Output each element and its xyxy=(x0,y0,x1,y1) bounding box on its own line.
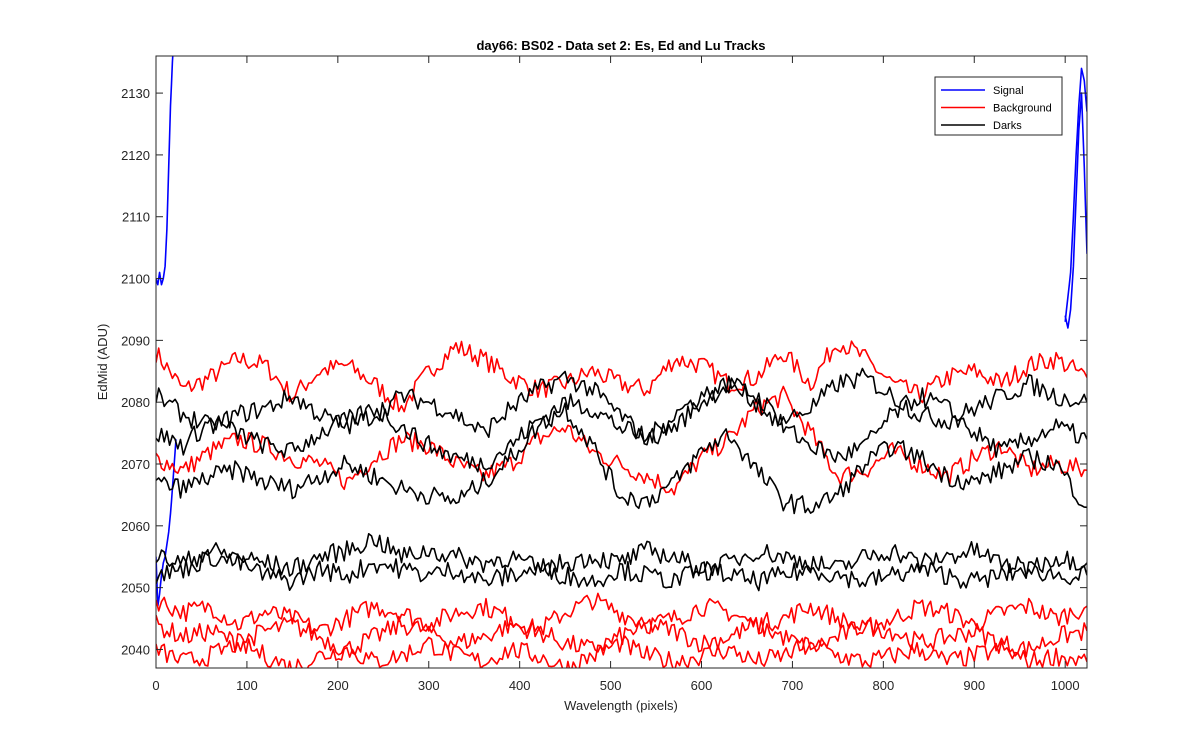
legend-label-darks: Darks xyxy=(993,120,1022,132)
series-line-background-4 xyxy=(156,340,1087,413)
x-tick-label: 100 xyxy=(236,678,258,693)
x-axis-label: Wavelength (pixels) xyxy=(564,698,678,713)
series-line-darks-10 xyxy=(156,377,1087,473)
x-tick-label: 800 xyxy=(872,678,894,693)
series-line-signal-1 xyxy=(156,439,177,608)
series-line-darks-12 xyxy=(156,532,1087,577)
series-line-signal-2 xyxy=(1064,67,1087,322)
series-line-background-6 xyxy=(156,592,1087,638)
y-tick-label: 2100 xyxy=(121,272,150,287)
x-tick-label: 600 xyxy=(691,678,713,693)
y-tick-label: 2040 xyxy=(121,642,150,657)
x-tick-label: 0 xyxy=(152,678,159,693)
x-tick-label: 500 xyxy=(600,678,622,693)
y-tick-label: 2050 xyxy=(121,581,150,596)
series-line-signal-3 xyxy=(1064,92,1087,329)
series-line-darks-13 xyxy=(156,548,1087,592)
legend: Signal Background Darks xyxy=(934,76,1063,136)
x-tick-label: 200 xyxy=(327,678,349,693)
y-tick-label: 2070 xyxy=(121,457,150,472)
y-tick-label: 2110 xyxy=(122,210,150,225)
y-tick-label: 2060 xyxy=(121,519,150,534)
chart-title: day66: BS02 - Data set 2: Es, Ed and Lu … xyxy=(476,38,765,53)
y-axis-label: EdMid (ADU) xyxy=(95,324,110,401)
series-layer xyxy=(156,56,1087,668)
x-tick-label: 700 xyxy=(782,678,804,693)
x-tick-label: 400 xyxy=(509,678,531,693)
y-tick-label: 2080 xyxy=(121,395,150,410)
plot-frame xyxy=(155,55,1088,669)
series-line-background-5 xyxy=(156,385,1087,496)
series-line-darks-9 xyxy=(156,367,1087,446)
legend-label-background: Background xyxy=(993,103,1052,115)
y-tick-label: 2120 xyxy=(121,148,150,163)
series-line-background-8 xyxy=(156,633,1087,668)
y-tick-label: 2130 xyxy=(121,86,150,101)
series-line-signal-0 xyxy=(156,56,174,286)
series-line-background-7 xyxy=(156,614,1087,658)
x-tick-label: 900 xyxy=(963,678,985,693)
y-tick-label: 2090 xyxy=(121,333,150,348)
x-tick-label: 1000 xyxy=(1051,678,1080,693)
x-tick-label: 300 xyxy=(418,678,440,693)
legend-label-signal: Signal xyxy=(993,85,1024,97)
x-axis: 0 100 200 300 400 500 600 700 800 900 1000 xyxy=(152,56,1080,693)
y-axis: 2040 2050 2060 2070 2080 2090 2100 2110 2120 2130 xyxy=(121,86,1087,657)
series-line-darks-11 xyxy=(156,402,1087,515)
